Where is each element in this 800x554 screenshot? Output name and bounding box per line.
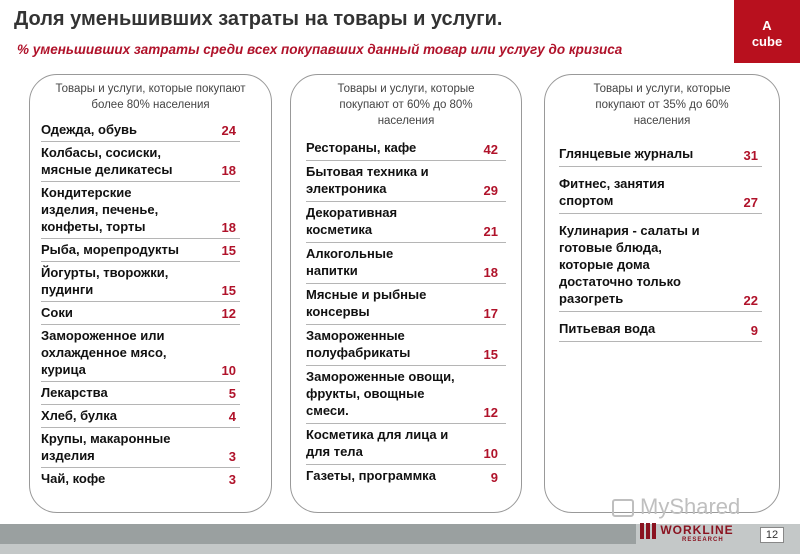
item-label: Кондитерские изделия, печенье, конфеты, … <box>41 185 159 234</box>
page-subtitle: % уменьшивших затраты среди всех покупав… <box>17 42 623 57</box>
a-cube-badge: A cube <box>734 0 800 63</box>
item-value: 22 <box>743 293 758 308</box>
item-label: Мясные и рыбные консервы <box>306 287 427 319</box>
footer-strip <box>0 524 636 544</box>
workline-logo: WORKLINE RESEARCH <box>640 523 734 545</box>
list-item: Бытовая техника и электроника 29 <box>306 161 506 202</box>
item-label: Глянцевые журналы <box>559 146 694 161</box>
list-item: Косметика для лица и для тела 10 <box>306 424 506 465</box>
item-value: 12 <box>483 405 498 420</box>
myshared-watermark: MyShared <box>612 494 740 520</box>
item-label: Косметика для лица и для тела <box>306 427 449 459</box>
list-item: Лекарства 5 <box>41 382 240 405</box>
panel-heading: Товары и услуги, которые покупают более … <box>30 81 271 113</box>
item-label: Замороженное или охлажденное мясо, куриц… <box>41 328 167 377</box>
list-item: Глянцевые журналы 31 <box>559 143 762 167</box>
badge-line-2: cube <box>751 34 783 49</box>
item-value: 3 <box>228 449 236 464</box>
item-value: 24 <box>221 123 236 138</box>
item-label: Питьевая вода <box>559 321 656 336</box>
list-item: Питьевая вода 9 <box>559 318 762 342</box>
panel-35-60: Товары и услуги, которые покупают от 35%… <box>544 74 780 513</box>
list-item: Декоративная косметика 21 <box>306 202 506 243</box>
list-item: Одежда, обувь 24 <box>41 119 240 142</box>
panel-heading: Товары и услуги, которые покупают от 60%… <box>291 81 521 129</box>
item-label: Йогурты, творожки, пудинги <box>41 265 169 297</box>
list-item: Хлеб, булка 4 <box>41 405 240 428</box>
list-item: Алкогольные напитки 18 <box>306 243 506 284</box>
panel-heading-text: Товары и услуги, которые покупают более … <box>55 83 246 111</box>
item-value: 18 <box>483 265 498 280</box>
item-label: Соки <box>41 305 73 320</box>
item-value: 12 <box>221 306 236 321</box>
item-label: Замороженные полуфабрикаты <box>306 328 411 360</box>
item-value: 3 <box>228 472 236 487</box>
item-label: Колбасы, сосиски, мясные деликатесы <box>41 145 173 177</box>
page-title: Доля уменьшивших затраты на товары и усл… <box>14 8 503 30</box>
item-label: Лекарства <box>41 385 108 400</box>
item-value: 15 <box>483 347 498 362</box>
item-value: 18 <box>221 163 236 178</box>
item-label: Одежда, обувь <box>41 122 138 137</box>
panel-heading-text: Товары и услуги, которые покупают от 35%… <box>593 83 731 127</box>
item-label: Фитнес, занятия спортом <box>559 176 665 208</box>
item-value: 15 <box>221 243 236 258</box>
item-list: Рестораны, кафе 42 Бытовая техника и элек… <box>306 137 506 488</box>
list-item: Газеты, программка 9 <box>306 465 506 488</box>
logo-text: WORKLINE <box>660 523 734 538</box>
item-value: 9 <box>750 323 758 338</box>
item-label: Замороженные овощи, фрукты, овощные смес… <box>306 369 455 418</box>
item-label: Бытовая техника и электроника <box>306 164 429 196</box>
item-label: Рыба, морепродукты <box>41 242 179 257</box>
item-value: 18 <box>221 220 236 235</box>
list-item: Замороженные овощи, фрукты, овощные смес… <box>306 366 506 424</box>
list-item: Замороженное или охлажденное мясо, куриц… <box>41 325 240 382</box>
item-value: 29 <box>483 183 498 198</box>
item-value: 10 <box>483 446 498 461</box>
logo-subtext: RESEARCH <box>682 537 724 543</box>
list-item: Соки 12 <box>41 302 240 325</box>
list-item: Кондитерские изделия, печенье, конфеты, … <box>41 182 240 239</box>
item-value: 27 <box>743 195 758 210</box>
item-value: 31 <box>743 148 758 163</box>
list-item: Рыба, морепродукты 15 <box>41 239 240 262</box>
item-label: Хлеб, булка <box>41 408 117 423</box>
item-label: Декоративная косметика <box>306 205 398 237</box>
page-number: 12 <box>760 527 784 543</box>
item-value: 42 <box>483 142 498 157</box>
item-label: Крупы, макаронные изделия <box>41 431 171 463</box>
item-value: 17 <box>483 306 498 321</box>
list-item: Фитнес, занятия спортом 27 <box>559 173 762 214</box>
item-value: 21 <box>483 224 498 239</box>
item-value: 15 <box>221 283 236 298</box>
list-item: Кулинария - салаты и готовые блюда, кото… <box>559 220 762 312</box>
item-value: 10 <box>221 363 236 378</box>
list-item: Крупы, макаронные изделия 3 <box>41 428 240 468</box>
item-list: Глянцевые журналы 31 Фитнес, занятия спор… <box>559 143 762 342</box>
badge-line-1: A <box>762 18 772 33</box>
item-label: Кулинария - салаты и готовые блюда, кото… <box>559 223 700 306</box>
item-label: Чай, кофе <box>41 471 106 486</box>
item-label: Газеты, программка <box>306 468 436 483</box>
list-item: Мясные и рыбные консервы 17 <box>306 284 506 325</box>
item-value: 5 <box>228 386 236 401</box>
watermark-text: MyShared <box>640 494 741 519</box>
list-item: Йогурты, творожки, пудинги 15 <box>41 262 240 302</box>
panel-over-80: Товары и услуги, которые покупают более … <box>29 74 272 513</box>
list-item: Колбасы, сосиски, мясные деликатесы 18 <box>41 142 240 182</box>
list-item: Рестораны, кафе 42 <box>306 137 506 161</box>
list-item: Замороженные полуфабрикаты 15 <box>306 325 506 366</box>
item-label: Алкогольные напитки <box>306 246 394 278</box>
item-value: 4 <box>228 409 236 424</box>
item-label: Рестораны, кафе <box>306 140 417 155</box>
panel-heading: Товары и услуги, которые покупают от 35%… <box>545 81 779 129</box>
presentation-icon <box>612 499 634 518</box>
list-item: Чай, кофе 3 <box>41 468 240 490</box>
panel-heading-text: Товары и услуги, которые покупают от 60%… <box>337 83 475 127</box>
panel-60-80: Товары и услуги, которые покупают от 60%… <box>290 74 522 513</box>
item-value: 9 <box>490 470 498 485</box>
logo-grid-icon <box>640 523 656 539</box>
item-list: Одежда, обувь 24 Колбасы, сосиски, мясные… <box>41 119 240 490</box>
